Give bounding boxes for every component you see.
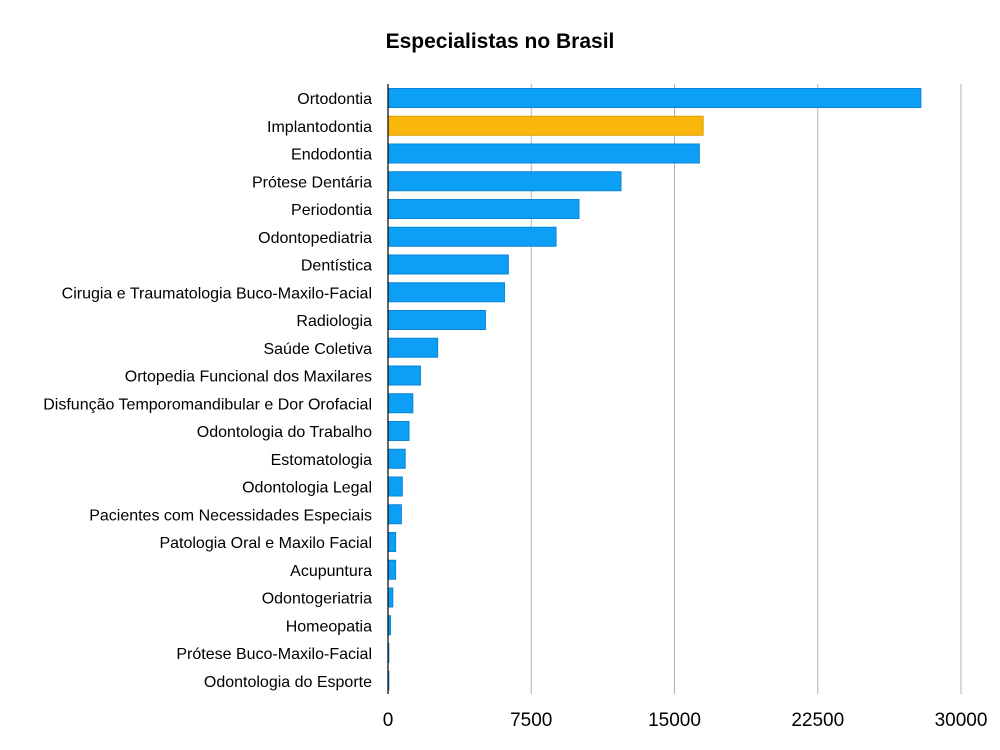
category-label-5: Odontopediatria	[258, 230, 372, 247]
category-label-18: Odontogeriatria	[262, 591, 372, 608]
bar-14	[387, 476, 403, 497]
category-label-6: Dentística	[301, 258, 372, 275]
bar-17	[387, 559, 397, 580]
category-label-17: Acupuntura	[290, 563, 372, 580]
bar-2	[387, 143, 700, 164]
x-tick-label-2: 15000	[648, 710, 701, 731]
bar-1	[387, 115, 704, 136]
bar-10	[387, 365, 421, 386]
category-label-10: Ortopedia Funcional dos Maxilares	[125, 369, 372, 386]
bar-9	[387, 337, 439, 358]
category-label-20: Prótese Buco-Maxilo-Facial	[176, 646, 372, 663]
bar-12	[387, 421, 410, 441]
category-label-1: Implantodontia	[267, 119, 372, 136]
category-label-13: Estomatologia	[271, 452, 372, 469]
category-label-16: Patologia Oral e Maxilo Facial	[159, 535, 372, 552]
category-label-2: Endodontia	[291, 147, 372, 164]
bar-16	[387, 532, 397, 552]
x-tick-label-0: 0	[383, 710, 394, 731]
bar-4	[387, 199, 580, 219]
x-tick-label-4: 30000	[935, 710, 988, 731]
category-label-7: Cirugia e Traumatologia Buco-Maxilo-Faci…	[62, 285, 372, 302]
category-label-11: Disfunção Temporomandibular e Dor Orofac…	[43, 396, 372, 413]
category-label-4: Periodontia	[291, 202, 372, 219]
category-label-0: Ortodontia	[297, 91, 372, 108]
category-label-14: Odontologia Legal	[242, 480, 372, 497]
bar-3	[387, 171, 622, 192]
x-tick-label-3: 22500	[791, 710, 844, 731]
category-label-21: Odontologia do Esporte	[204, 674, 372, 691]
x-tick-label-1: 7500	[510, 710, 552, 731]
bar-5	[387, 226, 557, 247]
bar-13	[387, 448, 406, 469]
chart-title: Especialistas no Brasil	[385, 30, 615, 53]
bar-18	[387, 587, 394, 608]
bar-11	[387, 393, 414, 414]
category-label-15: Pacientes com Necessidades Especiais	[89, 507, 372, 524]
category-label-19: Homeopatia	[286, 618, 372, 635]
category-label-12: Odontologia do Trabalho	[197, 424, 372, 441]
bar-6	[387, 254, 509, 275]
category-label-9: Saúde Coletiva	[263, 341, 372, 358]
bar-15	[387, 504, 402, 525]
bar-0	[387, 88, 922, 108]
bar-8	[387, 310, 486, 330]
category-label-3: Prótese Dentária	[252, 174, 372, 191]
category-label-8: Radiologia	[296, 313, 372, 330]
bar-7	[387, 282, 506, 303]
